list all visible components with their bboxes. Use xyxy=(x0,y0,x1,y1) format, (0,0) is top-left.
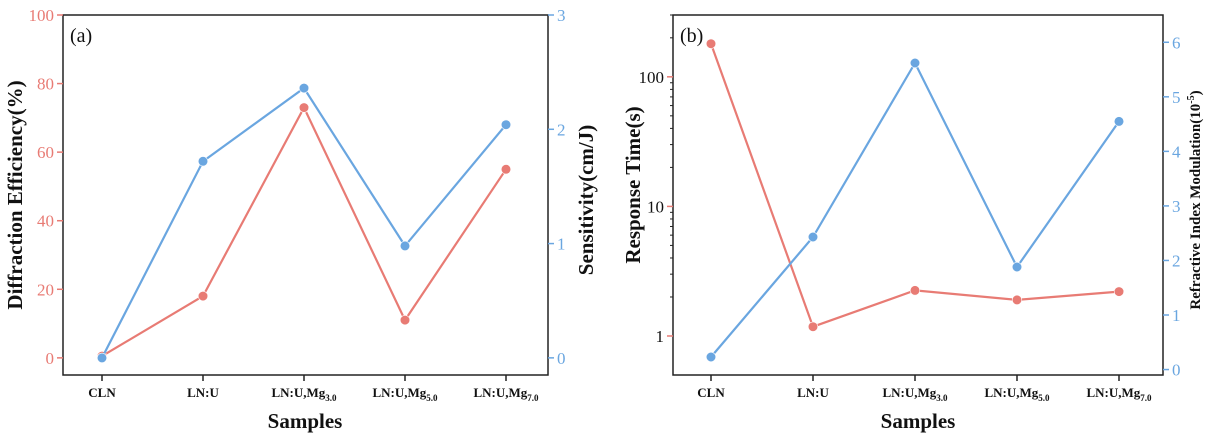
y-axis-title-right-a: Sensitivity(cm/J) xyxy=(574,125,598,275)
x-axis-title-b: Samples xyxy=(881,409,956,433)
y-tick-label-right-a: 2 xyxy=(557,120,566,139)
y-tick-label-left-b: 1 xyxy=(656,327,665,346)
y-axis-title-right-b-base: Refractive Index Modulation(10 xyxy=(1188,104,1204,310)
y-tick-label-left-a: 80 xyxy=(37,75,54,94)
y-tick-label-right-a: 3 xyxy=(557,6,566,25)
y-tick-label-left-a: 0 xyxy=(46,349,55,368)
series-right-point-a xyxy=(500,119,512,130)
x-tick-label-b: LN:U,Mg7.0 xyxy=(1086,385,1152,403)
series-left-point-b xyxy=(807,321,819,332)
y-tick-label-right-b: 2 xyxy=(1172,251,1181,270)
series-left-point-a xyxy=(298,102,310,113)
y-axis-title-left-a: Diffraction Efficiency(%) xyxy=(3,80,27,309)
series-left-point-a xyxy=(399,315,411,326)
series-left-point-b xyxy=(1011,294,1023,306)
series-right-line-b xyxy=(710,60,1120,358)
y-tick-label-left-a: 20 xyxy=(37,280,54,299)
x-tick-label-a: LN:U,Mg7.0 xyxy=(473,385,539,403)
x-axis-title-a: Samples xyxy=(268,409,343,433)
series-right-point-b xyxy=(807,231,819,243)
series-right-point-b xyxy=(705,351,717,363)
y-tick-label-right-b: 0 xyxy=(1172,361,1181,380)
y-axis-title-right-b-sup: -5 xyxy=(1186,95,1197,103)
x-tick-label-b: LN:U,Mg3.0 xyxy=(882,385,948,403)
x-tick-label-a: LN:U,Mg3.0 xyxy=(271,385,337,403)
panel-label-a: (a) xyxy=(70,25,92,47)
series-right-point-a xyxy=(197,156,209,167)
x-tick-label-b: LN:U,Mg5.0 xyxy=(984,385,1050,403)
y-tick-label-right-b: 6 xyxy=(1172,33,1181,52)
x-tick-label-a: LN:U,Mg5.0 xyxy=(372,385,438,403)
y-tick-label-right-b: 3 xyxy=(1172,197,1181,216)
y-axis-title-right-b-end: ) xyxy=(1188,90,1204,95)
y-axis-title-left-b: Response Time(s) xyxy=(621,106,645,263)
series-left-point-b xyxy=(909,285,921,296)
x-tick-label-b: LN:U xyxy=(797,385,829,400)
y-tick-label-left-a: 60 xyxy=(37,143,54,162)
panel-a: (a) Samples Diffraction Efficiency(%) Se… xyxy=(3,6,598,433)
plot-frame-a xyxy=(62,14,549,376)
y-tick-label-right-b: 4 xyxy=(1172,142,1181,161)
panel-b: (b) Samples Response Time(s) Refractive … xyxy=(621,14,1204,433)
series-right-point-b xyxy=(1113,116,1125,127)
y-tick-label-right-b: 5 xyxy=(1172,88,1181,107)
x-tick-label-a: LN:U xyxy=(187,385,219,400)
plot-frame-b xyxy=(672,14,1164,376)
series-left-point-b xyxy=(705,38,717,49)
series-right-point-a xyxy=(96,352,108,364)
series-left-point-b xyxy=(1113,286,1125,297)
y-tick-label-left-b: 10 xyxy=(647,197,664,216)
series-right-point-b xyxy=(1011,261,1023,273)
panel-label-b: (b) xyxy=(680,25,703,47)
y-tick-label-right-a: 1 xyxy=(557,235,566,254)
y-tick-label-left-b: 100 xyxy=(639,68,665,87)
x-tick-label-a: CLN xyxy=(88,385,116,400)
series-left-point-a xyxy=(500,164,512,175)
series-right-line-a xyxy=(101,86,507,359)
y-tick-label-left-a: 100 xyxy=(29,6,55,25)
x-tick-label-b: CLN xyxy=(697,385,725,400)
series-right-point-b xyxy=(909,57,921,69)
series-right-point-a xyxy=(298,82,310,94)
y-axis-title-right-b: Refractive Index Modulation(10-5) xyxy=(1186,90,1204,309)
y-tick-label-right-b: 1 xyxy=(1172,306,1181,325)
y-tick-label-right-a: 0 xyxy=(557,349,566,368)
series-right-point-a xyxy=(399,240,411,251)
y-tick-label-left-a: 40 xyxy=(37,212,54,231)
series-left-point-a xyxy=(197,291,209,302)
series-left-line-a xyxy=(101,105,507,358)
